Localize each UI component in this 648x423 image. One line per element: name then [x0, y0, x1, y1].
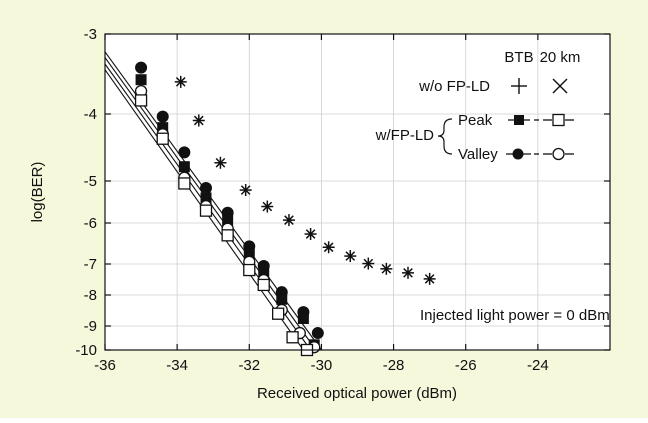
data-point-open-square — [178, 177, 191, 190]
data-point-star — [402, 266, 414, 279]
data-point-star — [174, 75, 187, 88]
data-point-star — [423, 272, 436, 285]
x-tick-label: -26 — [455, 357, 477, 374]
data-point-star — [261, 200, 274, 213]
legend-label-valley: Valley — [458, 146, 498, 163]
legend-plus-symbol — [511, 78, 527, 94]
data-point-star — [239, 184, 252, 197]
x-tick-label: -24 — [527, 357, 549, 374]
data-point-filled-circle — [200, 182, 212, 194]
legend-valley-20km-marker — [534, 147, 574, 161]
legend-group-wfpld: w/FP-LD — [375, 127, 435, 144]
legend-header-btb: BTB — [504, 49, 533, 66]
y-tick-label: -3 — [84, 26, 97, 43]
data-point-filled-circle — [311, 327, 324, 340]
data-point-filled-circle — [135, 61, 148, 74]
data-point-filled-square — [258, 268, 270, 280]
y-tick-label: -4 — [84, 106, 97, 123]
annotation-injected-power: Injected light power = 0 dBm — [420, 307, 610, 324]
data-point-filled-square — [297, 313, 309, 325]
x-tick-label: -34 — [166, 357, 188, 374]
data-point-open-square — [156, 132, 169, 145]
y-tick-label: -10 — [75, 342, 97, 359]
legend-label-wo-fpld: w/o FP-LD — [418, 78, 490, 95]
data-point-filled-circle — [178, 146, 191, 159]
data-point-star — [304, 228, 317, 241]
data-point-open-square — [286, 331, 299, 344]
x-tick-label: -32 — [238, 357, 260, 374]
data-point-open-square — [271, 307, 285, 320]
y-tick-label: -9 — [84, 318, 97, 335]
legend: BTB 20 km w/o FP-LD w/FP-LD Peak Valley — [375, 49, 581, 163]
axis-ticks: -3 -4 -5 -6 -7 -8 -9 -10-36 -34 -32 -30 -28 -26 -24 — [75, 26, 610, 374]
data-point-filled-square — [222, 214, 234, 226]
y-tick-label: -6 — [84, 215, 97, 232]
legend-brace — [437, 118, 453, 155]
data-series — [134, 61, 436, 357]
data-point-filled-square — [276, 293, 288, 305]
data-point-filled-square — [243, 248, 255, 260]
data-point-filled-circle — [156, 110, 169, 123]
data-point-star — [380, 262, 393, 275]
x-tick-label: -28 — [383, 357, 405, 374]
y-tick-label: -7 — [84, 256, 97, 273]
data-point-star — [192, 114, 205, 127]
data-point-open-square — [199, 204, 213, 217]
data-point-star — [282, 214, 295, 227]
x-tick-label: -36 — [94, 357, 116, 374]
legend-cross-symbol — [552, 78, 568, 94]
data-point-open-square — [134, 94, 148, 107]
data-point-filled-square — [200, 192, 212, 204]
legend-label-peak: Peak — [458, 112, 493, 129]
y-tick-label: -8 — [84, 287, 97, 304]
data-point-star — [322, 241, 335, 254]
legend-peak-20km-marker — [534, 113, 574, 127]
data-point-star — [344, 250, 357, 263]
data-point-filled-square — [135, 74, 147, 86]
legend-header-20km: 20 km — [540, 49, 581, 66]
data-point-open-square — [243, 263, 256, 277]
x-axis-label: Received optical power (dBm) — [257, 385, 457, 402]
y-tick-label: -5 — [84, 173, 97, 190]
data-point-star — [214, 156, 227, 169]
x-tick-label: -30 — [311, 357, 333, 374]
y-axis-label: log(BER) — [29, 162, 46, 223]
data-point-filled-square — [178, 161, 190, 173]
legend-peak-btb-marker — [508, 115, 530, 125]
legend-valley-btb-marker — [506, 148, 531, 160]
data-point-filled-square — [157, 122, 169, 134]
data-point-open-square — [257, 278, 270, 292]
plot-frame — [104, 33, 611, 351]
data-point-open-square — [221, 229, 234, 242]
data-point-star — [362, 257, 375, 270]
